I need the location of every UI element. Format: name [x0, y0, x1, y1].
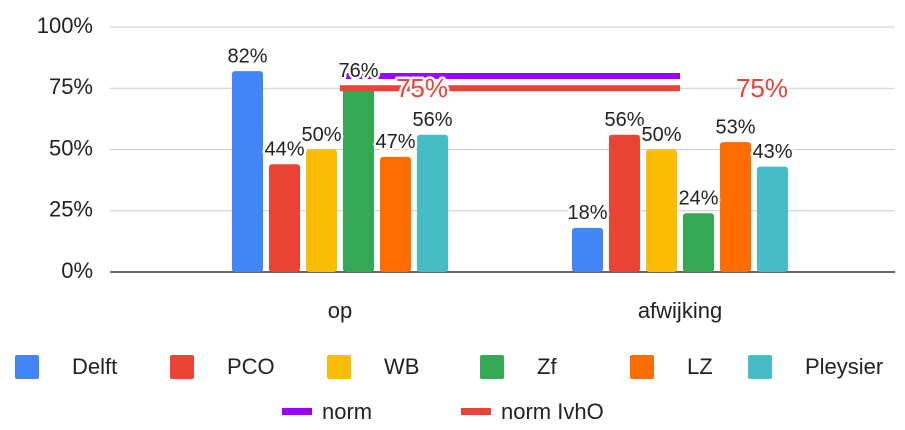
data-label: 56% [412, 109, 452, 131]
data-label: 76% [338, 60, 378, 82]
legend-swatch [480, 355, 504, 379]
legend-swatch [282, 408, 312, 415]
data-label: 43% [752, 141, 792, 163]
data-label: 53% [715, 116, 755, 138]
y-tick-label: 75% [49, 74, 93, 99]
x-tick-label: op [328, 298, 352, 323]
legend-label: norm [322, 399, 372, 424]
x-tick-label: afwijking [638, 298, 722, 323]
legend-swatch [461, 408, 491, 415]
bar [683, 213, 714, 272]
legend-label: Delft [72, 354, 117, 379]
legend-label: WB [384, 354, 419, 379]
bar [757, 166, 788, 272]
legend-swatch [15, 355, 39, 379]
y-tick-label: 0% [61, 258, 93, 283]
legend-swatch [170, 355, 194, 379]
legend-swatch [748, 355, 772, 379]
y-tick-label: 100% [37, 13, 93, 38]
bar [646, 149, 677, 272]
legend-label: PCO [227, 354, 275, 379]
data-label: 75% [736, 73, 788, 103]
bar [269, 164, 300, 272]
legend-label: LZ [687, 354, 713, 379]
data-label: 24% [678, 187, 718, 209]
bar [572, 227, 603, 272]
legend-label: norm IvhO [501, 399, 604, 424]
y-tick-label: 25% [49, 197, 93, 222]
legend-label: Pleysier [805, 354, 883, 379]
bar [417, 134, 448, 272]
legend-swatch [630, 355, 654, 379]
bar [720, 142, 751, 272]
bar [380, 156, 411, 272]
bar [306, 149, 337, 272]
bar [232, 71, 263, 272]
y-tick-label: 50% [49, 135, 93, 160]
legend-label: Zf [537, 354, 557, 379]
data-label: 50% [301, 124, 341, 146]
data-label: 82% [227, 45, 267, 67]
data-label: 50% [641, 124, 681, 146]
bar [609, 134, 640, 272]
bar [343, 85, 374, 272]
legend-swatch [327, 355, 351, 379]
data-label: 47% [375, 131, 415, 153]
data-label: 56% [604, 109, 644, 131]
data-label: 44% [264, 138, 304, 160]
data-label: 75% [396, 73, 448, 103]
data-label: 18% [567, 202, 607, 224]
